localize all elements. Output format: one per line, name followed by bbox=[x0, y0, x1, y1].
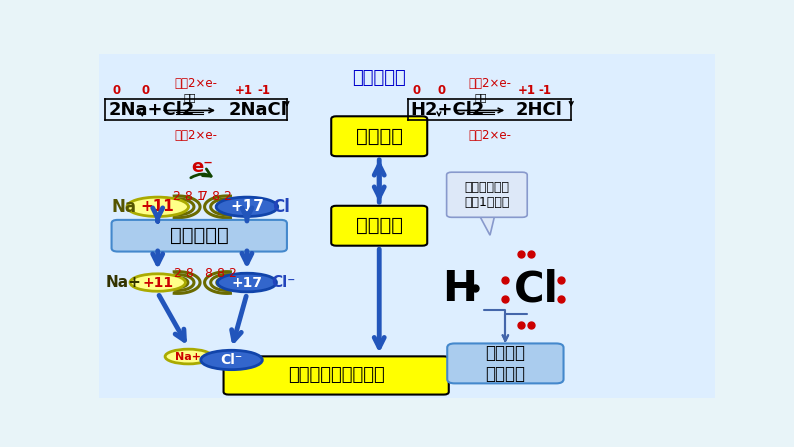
Polygon shape bbox=[479, 215, 495, 235]
Text: 氧化还原反应的本质: 氧化还原反应的本质 bbox=[287, 367, 384, 384]
Text: 7 8 2: 7 8 2 bbox=[200, 190, 232, 203]
FancyBboxPatch shape bbox=[446, 172, 527, 217]
FancyBboxPatch shape bbox=[331, 116, 427, 156]
Text: 0: 0 bbox=[438, 84, 446, 97]
Text: 2Na+Cl2: 2Na+Cl2 bbox=[109, 101, 195, 119]
FancyBboxPatch shape bbox=[447, 343, 564, 384]
Text: 2 8: 2 8 bbox=[174, 267, 194, 280]
Text: 2NaCl: 2NaCl bbox=[229, 101, 287, 119]
FancyBboxPatch shape bbox=[331, 206, 427, 246]
Text: H: H bbox=[441, 268, 476, 310]
Text: 失去2×e-: 失去2×e- bbox=[468, 77, 511, 90]
Text: e⁻: e⁻ bbox=[191, 158, 214, 176]
Text: Cl: Cl bbox=[514, 268, 559, 310]
FancyBboxPatch shape bbox=[111, 220, 287, 252]
FancyBboxPatch shape bbox=[224, 356, 449, 395]
Ellipse shape bbox=[165, 349, 212, 364]
Text: 2HCl: 2HCl bbox=[516, 101, 563, 119]
Ellipse shape bbox=[216, 197, 278, 216]
Text: 2 8 1: 2 8 1 bbox=[172, 190, 204, 203]
Text: 0: 0 bbox=[412, 84, 420, 97]
Text: -1: -1 bbox=[538, 84, 551, 97]
Text: +1: +1 bbox=[235, 84, 252, 97]
Text: 氢原子最外电
子层1个电子: 氢原子最外电 子层1个电子 bbox=[464, 181, 510, 209]
Text: 0: 0 bbox=[113, 84, 121, 97]
Text: +17: +17 bbox=[231, 275, 263, 290]
Ellipse shape bbox=[130, 274, 185, 291]
Text: 点燃: 点燃 bbox=[475, 92, 487, 102]
Text: Cl: Cl bbox=[272, 198, 290, 216]
Text: Cl⁻: Cl⁻ bbox=[272, 275, 296, 290]
Ellipse shape bbox=[218, 273, 276, 292]
Text: 点燃: 点燃 bbox=[183, 92, 196, 102]
Text: 得到2×e-: 得到2×e- bbox=[175, 129, 218, 142]
Text: H2+Cl2: H2+Cl2 bbox=[410, 101, 484, 119]
Text: 宏观辨识: 宏观辨识 bbox=[356, 127, 403, 146]
Ellipse shape bbox=[201, 350, 262, 370]
Text: +11: +11 bbox=[142, 275, 173, 290]
Text: 8 8 2: 8 8 2 bbox=[205, 267, 237, 280]
Text: -1: -1 bbox=[257, 84, 270, 97]
Text: Na: Na bbox=[111, 198, 137, 216]
Text: Na+: Na+ bbox=[106, 275, 142, 290]
Text: Cl⁻: Cl⁻ bbox=[221, 353, 243, 367]
Ellipse shape bbox=[127, 197, 188, 216]
Text: 0: 0 bbox=[141, 84, 149, 97]
Text: 电子的转移: 电子的转移 bbox=[353, 69, 406, 87]
Text: 电子的得失: 电子的得失 bbox=[170, 226, 229, 245]
Text: 共用电子
对的偏移: 共用电子 对的偏移 bbox=[485, 344, 526, 383]
Text: 失去2×e-: 失去2×e- bbox=[175, 77, 218, 90]
Text: 微观探析: 微观探析 bbox=[356, 216, 403, 235]
Text: Na+: Na+ bbox=[175, 351, 202, 362]
Text: +1: +1 bbox=[518, 84, 536, 97]
Text: +11: +11 bbox=[141, 199, 175, 214]
Text: +17: +17 bbox=[230, 199, 264, 214]
Text: 得到2×e-: 得到2×e- bbox=[468, 129, 511, 142]
